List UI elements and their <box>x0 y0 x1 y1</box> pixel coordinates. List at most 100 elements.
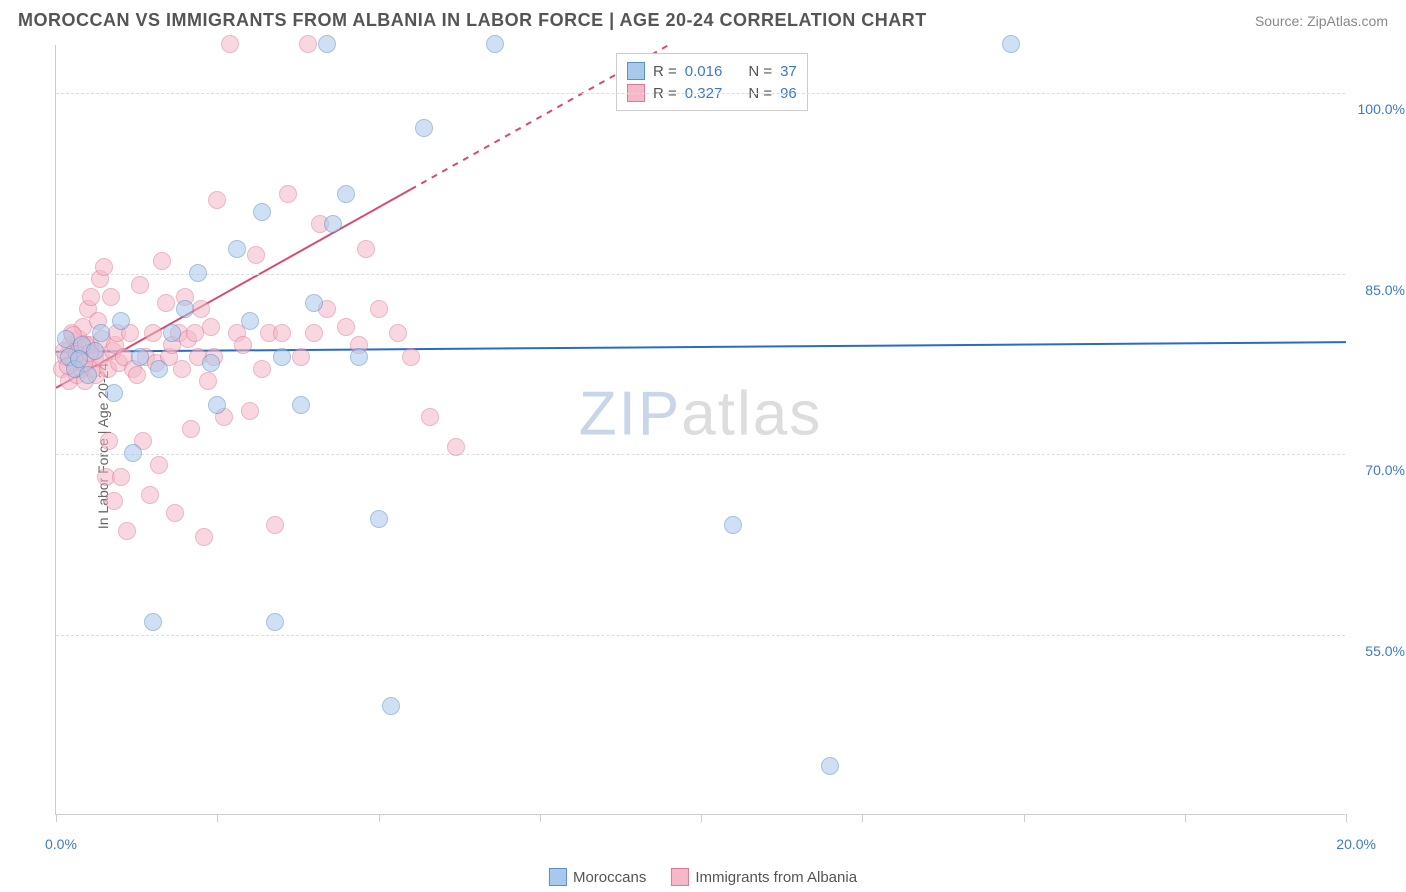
data-point-albania <box>112 468 130 486</box>
data-point-albania <box>247 246 265 264</box>
plot-area: ZIPatlas R = 0.016 N = 37 R = 0.327 N = … <box>55 45 1345 815</box>
data-point-albania <box>192 300 210 318</box>
data-point-moroccans <box>112 312 130 330</box>
watermark: ZIPatlas <box>579 379 822 450</box>
data-point-albania <box>128 366 146 384</box>
data-point-albania <box>208 191 226 209</box>
x-tick <box>56 814 57 822</box>
data-point-albania <box>182 420 200 438</box>
data-point-albania <box>118 522 136 540</box>
data-point-albania <box>150 456 168 474</box>
data-point-moroccans <box>1002 35 1020 53</box>
y-tick-label: 55.0% <box>1365 643 1405 659</box>
data-point-albania <box>273 324 291 342</box>
data-point-moroccans <box>337 185 355 203</box>
data-point-moroccans <box>350 348 368 366</box>
data-point-moroccans <box>79 366 97 384</box>
data-point-moroccans <box>208 396 226 414</box>
data-point-albania <box>157 294 175 312</box>
gridline-h <box>56 274 1345 275</box>
data-point-moroccans <box>318 35 336 53</box>
trend-lines-svg <box>56 45 1346 815</box>
data-point-albania <box>102 288 120 306</box>
legend-swatch-moroccans <box>549 868 567 886</box>
legend-label-b: Immigrants from Albania <box>695 869 857 886</box>
data-point-albania <box>141 486 159 504</box>
data-point-albania <box>357 240 375 258</box>
data-point-moroccans <box>176 300 194 318</box>
source-label: Source: ZipAtlas.com <box>1255 13 1388 29</box>
data-point-albania <box>153 252 171 270</box>
data-point-moroccans <box>144 613 162 631</box>
data-point-moroccans <box>821 757 839 775</box>
data-point-moroccans <box>382 697 400 715</box>
r-value-a: 0.016 <box>685 63 723 80</box>
data-point-moroccans <box>370 510 388 528</box>
data-point-albania <box>337 318 355 336</box>
data-point-albania <box>292 348 310 366</box>
data-point-moroccans <box>202 354 220 372</box>
data-point-albania <box>105 492 123 510</box>
data-point-albania <box>370 300 388 318</box>
data-point-albania <box>305 324 323 342</box>
data-point-albania <box>234 336 252 354</box>
data-point-moroccans <box>86 342 104 360</box>
data-point-moroccans <box>266 613 284 631</box>
data-point-moroccans <box>105 384 123 402</box>
legend-item-a: Moroccans <box>549 868 646 886</box>
data-point-moroccans <box>253 203 271 221</box>
x-tick <box>217 814 218 822</box>
data-point-albania <box>173 360 191 378</box>
data-point-moroccans <box>292 396 310 414</box>
data-point-moroccans <box>70 350 88 368</box>
data-point-moroccans <box>131 348 149 366</box>
data-point-albania <box>202 318 220 336</box>
data-point-moroccans <box>486 35 504 53</box>
chart-title: MOROCCAN VS IMMIGRANTS FROM ALBANIA IN L… <box>18 10 927 31</box>
data-point-moroccans <box>228 240 246 258</box>
n-value-a: 37 <box>780 63 797 80</box>
watermark-zip: ZIP <box>579 380 681 449</box>
data-point-albania <box>199 372 217 390</box>
gridline-h <box>56 635 1345 636</box>
data-point-moroccans <box>92 324 110 342</box>
data-point-moroccans <box>57 330 75 348</box>
data-point-moroccans <box>124 444 142 462</box>
watermark-atlas: atlas <box>681 380 822 449</box>
x-tick <box>701 814 702 822</box>
y-tick-label: 85.0% <box>1365 282 1405 298</box>
x-tick <box>1185 814 1186 822</box>
data-point-albania <box>299 35 317 53</box>
x-tick <box>540 814 541 822</box>
data-point-moroccans <box>324 215 342 233</box>
legend-swatch-albania <box>671 868 689 886</box>
data-point-moroccans <box>724 516 742 534</box>
gridline-h <box>56 93 1345 94</box>
legend-item-b: Immigrants from Albania <box>671 868 857 886</box>
data-point-moroccans <box>305 294 323 312</box>
data-point-albania <box>195 528 213 546</box>
y-tick-label: 70.0% <box>1365 462 1405 478</box>
x-tick <box>862 814 863 822</box>
data-point-albania <box>421 408 439 426</box>
data-point-albania <box>82 288 100 306</box>
data-point-moroccans <box>241 312 259 330</box>
data-point-albania <box>221 35 239 53</box>
data-point-moroccans <box>415 119 433 137</box>
data-point-albania <box>144 324 162 342</box>
data-point-albania <box>389 324 407 342</box>
stats-row-a: R = 0.016 N = 37 <box>627 60 797 82</box>
legend-label-a: Moroccans <box>573 869 646 886</box>
data-point-moroccans <box>189 264 207 282</box>
n-label: N = <box>748 63 772 80</box>
data-point-albania <box>447 438 465 456</box>
x-tick <box>379 814 380 822</box>
x-tick <box>1024 814 1025 822</box>
x-max-label: 20.0% <box>1336 836 1376 852</box>
data-point-albania <box>253 360 271 378</box>
header: MOROCCAN VS IMMIGRANTS FROM ALBANIA IN L… <box>18 10 1388 31</box>
data-point-moroccans <box>273 348 291 366</box>
data-point-albania <box>131 276 149 294</box>
r-label: R = <box>653 63 677 80</box>
data-point-moroccans <box>163 324 181 342</box>
